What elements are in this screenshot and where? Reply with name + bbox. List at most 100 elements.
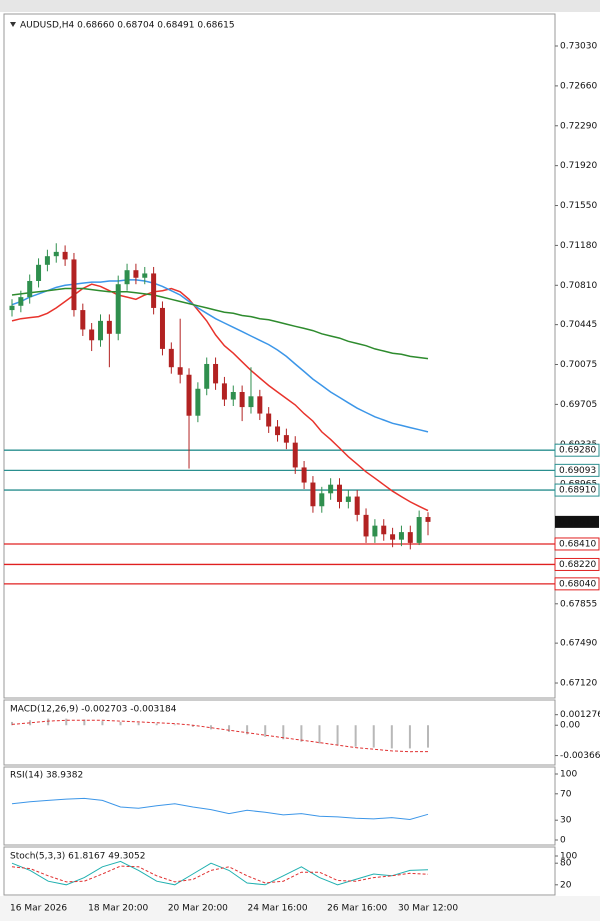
level-label-box (554, 557, 600, 571)
candle-body (151, 273, 157, 308)
candle-body (106, 320, 112, 334)
candle-body (239, 392, 245, 408)
level-label: 0.68220 (559, 560, 596, 570)
level-label: 0.68040 (559, 579, 596, 589)
level-label-box (554, 483, 600, 497)
x-tick-label: 16 Mar 2026 (10, 904, 67, 914)
y-tick-label: 0.71180 (560, 241, 597, 251)
x-tick-label: 20 Mar 20:00 (168, 904, 228, 914)
candle-body (425, 517, 431, 522)
y-tick-label: 0.70445 (560, 320, 597, 330)
candle-body (275, 426, 281, 436)
level-label-box (554, 537, 600, 551)
candle-body (345, 496, 351, 502)
symbol-menu-icon[interactable] (10, 22, 16, 27)
candle-body (266, 413, 272, 427)
y-tick-label: 0.00 (560, 721, 580, 731)
moving-average (11, 283, 429, 512)
candle-body (204, 363, 210, 389)
y-tick-label: 100 (560, 852, 577, 862)
candle-body (9, 305, 15, 311)
candle-body (257, 396, 263, 414)
level-label-box (554, 443, 600, 457)
level-label: 0.68410 (559, 539, 596, 549)
time-axis (0, 896, 600, 921)
moving-average (11, 279, 429, 433)
y-tick-label: 0.73030 (560, 42, 597, 52)
x-tick-label: 18 Mar 20:00 (88, 904, 148, 914)
candle-body (27, 280, 33, 298)
y-tick-label: 0.72290 (560, 121, 597, 131)
last-price-box (555, 515, 599, 528)
y-tick-label: 0.71920 (560, 161, 597, 171)
candle-body (354, 496, 360, 515)
candle-body (221, 383, 227, 400)
y-tick-label: 0.67855 (560, 599, 597, 609)
macd-panel (3, 699, 556, 766)
candle-body (283, 435, 289, 443)
candle-body (62, 251, 68, 260)
candle-body (416, 517, 422, 543)
top-bar (0, 0, 600, 12)
level-label: 0.69280 (559, 446, 596, 456)
y-tick-label: 0.71550 (560, 201, 597, 211)
candle-body (168, 348, 174, 368)
candle-body (80, 310, 86, 330)
candle-body (390, 534, 396, 540)
candle-body (186, 374, 192, 416)
y-tick-label: 0.72660 (560, 81, 597, 91)
candle-body (53, 251, 59, 257)
candle-body (248, 396, 254, 408)
y-tick-label: 100 (560, 770, 577, 780)
macd-title: MACD(12,26,9) -0.002703 -0.003184 (10, 705, 177, 715)
candle-body (195, 388, 201, 416)
candle-body (336, 484, 342, 502)
y-tick-label: 80 (560, 859, 572, 869)
candle-body (319, 493, 325, 507)
main-panel (3, 13, 556, 699)
candle-body (18, 297, 24, 306)
x-tick-label: 24 Mar 16:00 (247, 904, 307, 914)
candle-body (98, 320, 104, 341)
y-tick-label: 0.67490 (560, 639, 597, 649)
y-tick-label: -0.003665 (560, 751, 600, 761)
candle-body (372, 525, 378, 537)
rsi-panel (3, 766, 556, 846)
stoch-panel (3, 846, 556, 896)
candle-body (89, 329, 95, 341)
y-tick-label: 0.70810 (560, 281, 597, 291)
x-tick-label: 30 Mar 12:00 (398, 904, 458, 914)
candle-body (124, 270, 130, 285)
y-tick-label: 20 (560, 880, 572, 890)
indicator-line (11, 860, 429, 886)
candle-body (398, 532, 404, 540)
indicator-line (11, 865, 429, 884)
level-label: 0.69093 (559, 466, 596, 476)
stoch-title: Stoch(5,3,3) 61.8167 49.3052 (10, 852, 145, 862)
candle-body (71, 259, 77, 311)
moving-average (11, 287, 429, 360)
last-price-label: 0.68615 (559, 517, 596, 527)
y-tick-label: 0.70075 (560, 360, 597, 370)
candle-body (292, 442, 298, 468)
candle-body (177, 367, 183, 375)
candle-body (381, 525, 387, 535)
rsi-title: RSI(14) 38.9382 (10, 771, 83, 781)
y-tick-label: 0 (560, 836, 566, 846)
candle-body (328, 484, 334, 494)
y-tick-label: 0.69705 (560, 400, 597, 410)
y-tick-label: 70 (560, 789, 572, 799)
candle-body (159, 307, 165, 349)
candle-body (310, 482, 316, 507)
y-tick-label: 30 (560, 816, 572, 826)
candle-body (301, 467, 307, 483)
y-tick-label: 0.67120 (560, 679, 597, 689)
y-tick-label: 0.001276 (560, 710, 600, 720)
level-label-box (554, 463, 600, 477)
candle-body (230, 392, 236, 400)
candle-body (115, 284, 121, 334)
level-label: 0.68910 (559, 486, 596, 496)
candle-body (133, 270, 139, 278)
